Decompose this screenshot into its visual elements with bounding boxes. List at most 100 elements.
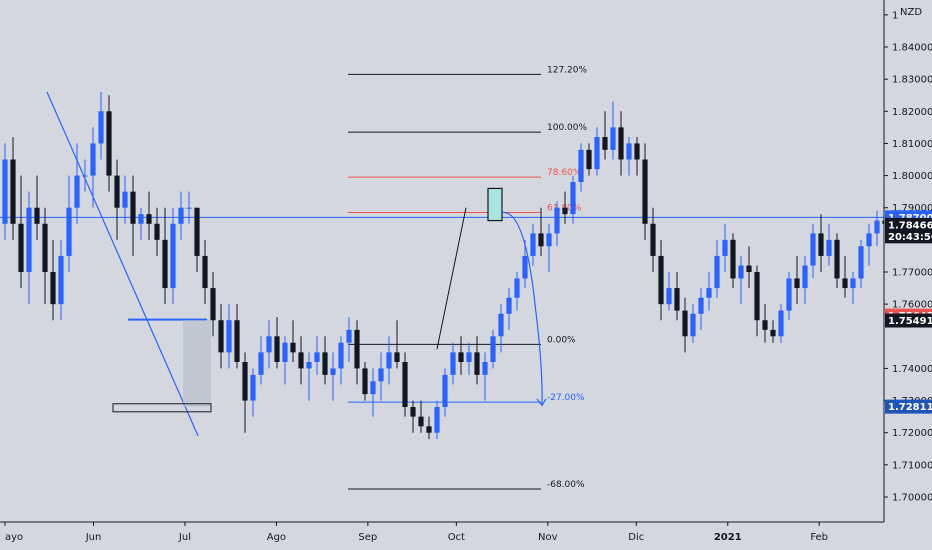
price-tick-label: 1.82000 (892, 107, 932, 118)
candle-body (818, 233, 824, 256)
candle-body (858, 246, 864, 279)
candle-body (58, 255, 64, 305)
candle-body (106, 111, 112, 176)
candle-body (42, 223, 48, 272)
candle-body (602, 137, 608, 150)
candle-body (186, 207, 192, 209)
candle-body (634, 143, 640, 160)
candle-body (322, 352, 328, 375)
candle-body (202, 255, 208, 289)
candle-body (18, 223, 24, 272)
price-tick-label: 1.70000 (892, 493, 932, 504)
trend-drawings (46, 91, 547, 437)
candle-body (26, 207, 32, 272)
time-tick-label: Dic (628, 532, 644, 543)
price-tick-label: 1.84000 (892, 43, 932, 54)
candle-body (810, 233, 816, 266)
candle-body (738, 265, 744, 279)
candle-body (866, 233, 872, 247)
fib-level-label: -27.00% (547, 393, 585, 403)
time-tick-label: Nov (538, 532, 558, 543)
candle-body (242, 362, 248, 401)
price-tags: 1.787001.7846620:43:561.756431.754911.72… (885, 210, 932, 414)
neckline-trend (436, 207, 467, 350)
candle-body (194, 207, 200, 256)
candle-body (410, 407, 416, 417)
price-tick-label: 1.83000 (892, 75, 932, 86)
candle-body (482, 362, 488, 375)
candle-body (498, 313, 504, 337)
range-top-line (128, 318, 207, 321)
candle-body (698, 297, 704, 314)
candle-body (394, 352, 400, 362)
candle-body (826, 239, 832, 256)
candle-body (682, 310, 688, 337)
candle-body (442, 374, 448, 407)
fib-level-label: 0.00% (547, 335, 576, 345)
time-axis-bg (0, 522, 884, 550)
time-tick-label: 2021 (714, 532, 742, 543)
candle-body (706, 288, 712, 298)
candle-body (2, 159, 8, 224)
currency-label: NZD (900, 7, 922, 18)
time-tick-label: Sep (358, 532, 377, 543)
candle-body (282, 342, 288, 362)
price-tick-label: 1.81000 (892, 139, 932, 150)
candle-body (90, 143, 96, 176)
candle-body (762, 320, 768, 330)
time-tick-label: Ago (267, 532, 286, 543)
price-tick-label: 1.77000 (892, 268, 932, 279)
candle-body (122, 191, 128, 208)
candle-body (618, 127, 624, 160)
candles (2, 92, 896, 440)
price-tick-label: 1.79000 (892, 203, 932, 214)
projection-curve (502, 211, 543, 406)
candle-body (754, 272, 760, 321)
price-tick-label: 1.71000 (892, 460, 932, 471)
price-tag-bg (885, 217, 932, 232)
candle-body (666, 288, 672, 305)
candle-body (426, 426, 432, 433)
candle-body (34, 207, 40, 224)
price-tick-label: 1.74000 (892, 364, 932, 375)
candle-body (178, 207, 184, 224)
candle-body (474, 352, 480, 375)
candle-body (50, 272, 56, 305)
candle-body (162, 239, 168, 289)
time-tick-label: Oct (448, 532, 465, 543)
time-tick-label: Feb (810, 532, 828, 543)
candle-body (586, 149, 592, 170)
candle-body (82, 175, 88, 177)
candle-body (218, 320, 224, 353)
candle-body (578, 149, 584, 182)
candle-body (562, 207, 568, 215)
candle-body (418, 416, 424, 427)
price-tag-close: 1.78466 (888, 220, 932, 231)
candle-body (490, 336, 496, 362)
price-tag-bg (885, 399, 932, 414)
candle-body (10, 159, 16, 224)
candle-body (506, 297, 512, 314)
candle-body (834, 239, 840, 279)
candle-body (66, 207, 72, 256)
candle-body (594, 137, 600, 170)
time-tick-label: ayo (5, 532, 23, 543)
candle-body (674, 288, 680, 311)
lower-range-box (112, 403, 212, 413)
price-tag-target: 1.72811 (888, 402, 932, 413)
candle-body (458, 352, 464, 362)
candle-body (794, 278, 800, 289)
candle-body (546, 233, 552, 247)
candle-body (306, 362, 312, 369)
fib-level-label: -68.00% (547, 480, 585, 490)
fib-level-label: 78.60% (547, 168, 582, 178)
candle-body (514, 278, 520, 298)
candle-body (402, 362, 408, 407)
candle-body (530, 233, 536, 256)
candle-body (234, 320, 240, 362)
candle-body (130, 191, 136, 224)
price-axis: NZD 1.84000 1.83000 1.82000 1.81000 1.80000 1.… (883, 0, 932, 550)
candle-body (746, 265, 752, 272)
